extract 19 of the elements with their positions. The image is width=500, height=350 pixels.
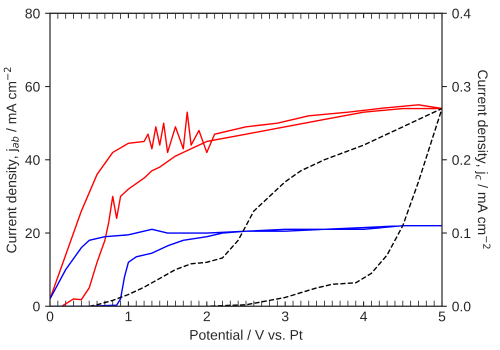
y2-tick-label: 0.0 [452,302,470,312]
x-tick-label: 3 [282,311,288,322]
x-tick-label: 0 [46,311,54,322]
y-tick-label: 40 [25,155,40,165]
y-tick-label: 20 [26,228,40,238]
x-tick-label: 5 [438,312,446,322]
x-tick-label: 4 [360,312,368,322]
y2-tick-label: 0.4 [452,8,471,18]
x-axis-title: Potential / V vs. Pt [190,330,303,340]
y2-tick-label: 0.3 [452,82,470,92]
x-tick-label: 2 [204,311,210,322]
x-tick-label: 1 [126,312,132,322]
y2-axis-title: Current density, j$_{c}$ / mA cm$^{−2}$ [475,70,490,249]
y2-tick-label: 0.2 [452,155,470,165]
y-tick-label: 0 [33,302,40,312]
y2-tick-label: 0.1 [452,228,470,238]
y-axis-title: Current density, j$_{ab}$ / mA cm$^{−2}$ [4,68,20,253]
y-tick-label: 60 [26,82,40,92]
y-tick-label: 80 [25,8,40,18]
